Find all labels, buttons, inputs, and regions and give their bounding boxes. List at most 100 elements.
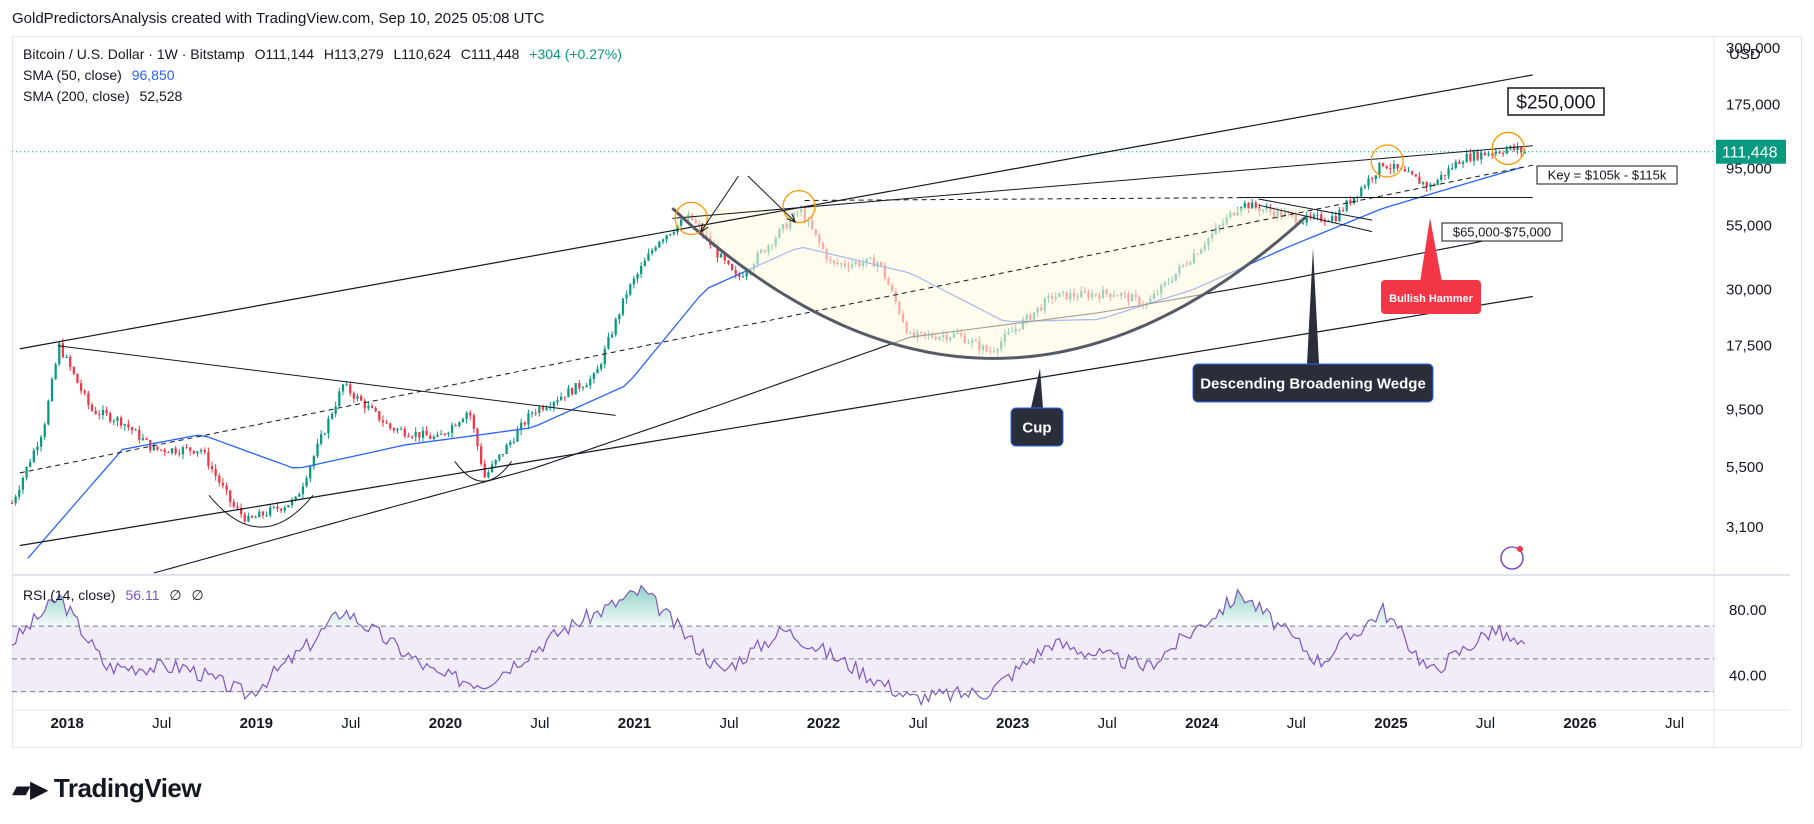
candle[interactable] — [1331, 211, 1334, 224]
candle[interactable] — [258, 508, 261, 518]
candle[interactable] — [589, 375, 592, 390]
candle[interactable] — [247, 512, 250, 523]
candle[interactable] — [454, 423, 457, 427]
candle[interactable] — [421, 426, 425, 442]
candle[interactable] — [520, 418, 523, 436]
candle[interactable] — [1312, 212, 1316, 221]
candle[interactable] — [1418, 172, 1421, 184]
candle[interactable] — [461, 417, 465, 423]
candle[interactable] — [396, 427, 399, 434]
key-zone-label[interactable]: Key = $105k - $115k — [1536, 165, 1678, 185]
candle[interactable] — [1483, 152, 1487, 156]
candle[interactable] — [50, 376, 54, 403]
candle[interactable] — [407, 432, 410, 438]
candle[interactable] — [156, 446, 159, 452]
candle[interactable] — [632, 275, 636, 289]
candle[interactable] — [490, 460, 494, 474]
candle[interactable] — [1512, 143, 1516, 153]
candle[interactable] — [509, 439, 512, 448]
candle[interactable] — [450, 422, 454, 439]
candle[interactable] — [1451, 163, 1454, 171]
candle[interactable] — [1367, 175, 1370, 190]
candle[interactable] — [610, 331, 614, 339]
candle[interactable] — [10, 500, 14, 505]
candle[interactable] — [607, 332, 610, 350]
wedge-callout[interactable]: Descending Broadening Wedge — [1192, 248, 1434, 403]
candle[interactable] — [21, 476, 25, 494]
candle[interactable] — [356, 393, 359, 402]
candle[interactable] — [25, 466, 28, 481]
candle[interactable] — [596, 365, 599, 374]
candle[interactable] — [79, 379, 83, 395]
candle[interactable] — [305, 475, 308, 488]
candle[interactable] — [312, 454, 315, 470]
candle[interactable] — [643, 257, 646, 267]
candle[interactable] — [130, 426, 134, 435]
candle[interactable] — [83, 389, 86, 396]
candle[interactable] — [1309, 212, 1312, 221]
candle[interactable] — [43, 422, 46, 441]
candle[interactable] — [1494, 148, 1497, 157]
candle[interactable] — [181, 445, 185, 460]
candle[interactable] — [327, 415, 330, 439]
candle[interactable] — [560, 392, 563, 401]
candle[interactable] — [116, 415, 119, 427]
candle[interactable] — [741, 272, 745, 278]
candle[interactable] — [1371, 176, 1374, 183]
tradingview-logo[interactable]: ▰▶ TradingView — [12, 773, 202, 804]
candle[interactable] — [647, 248, 650, 262]
candle[interactable] — [381, 415, 385, 428]
candle[interactable] — [1461, 160, 1465, 169]
candle[interactable] — [730, 263, 734, 271]
candle[interactable] — [196, 451, 199, 457]
candle[interactable] — [625, 290, 628, 304]
candle[interactable] — [1396, 163, 1399, 172]
candle[interactable] — [279, 508, 283, 514]
candle[interactable] — [1251, 198, 1254, 209]
candle[interactable] — [429, 432, 432, 440]
candle[interactable] — [309, 465, 312, 483]
candle[interactable] — [516, 426, 519, 443]
candle[interactable] — [61, 338, 65, 359]
candle[interactable] — [192, 450, 195, 455]
candle[interactable] — [1320, 211, 1323, 223]
candle[interactable] — [370, 403, 374, 409]
candle[interactable] — [1421, 181, 1425, 187]
candle[interactable] — [170, 447, 174, 456]
candle[interactable] — [669, 233, 672, 237]
candle[interactable] — [203, 447, 206, 455]
candle[interactable] — [570, 387, 574, 396]
candle[interactable] — [578, 380, 581, 392]
candle[interactable] — [654, 245, 657, 252]
candle[interactable] — [123, 423, 126, 432]
candle[interactable] — [145, 437, 148, 441]
candle[interactable] — [389, 422, 392, 431]
candle[interactable] — [400, 426, 403, 430]
candle[interactable] — [476, 427, 479, 451]
candle[interactable] — [1429, 182, 1432, 191]
candle[interactable] — [229, 490, 232, 508]
candle[interactable] — [1407, 166, 1410, 173]
candle[interactable] — [443, 433, 446, 437]
candle[interactable] — [367, 401, 370, 411]
candle[interactable] — [1440, 171, 1443, 183]
candle[interactable] — [385, 419, 388, 424]
candle[interactable] — [665, 234, 668, 244]
candle[interactable] — [1363, 183, 1366, 190]
candle[interactable] — [69, 354, 72, 371]
sma200-legend[interactable]: SMA (200, close) 52,528 — [23, 88, 182, 104]
candle[interactable] — [436, 431, 439, 438]
candle[interactable] — [552, 400, 556, 412]
candle[interactable] — [1411, 170, 1414, 176]
sma50-legend[interactable]: SMA (50, close) 96,850 — [23, 67, 175, 83]
candle[interactable] — [661, 238, 665, 245]
candle[interactable] — [614, 317, 617, 337]
candle[interactable] — [734, 265, 737, 279]
candle[interactable] — [505, 443, 508, 455]
candle[interactable] — [90, 402, 94, 413]
candle[interactable] — [261, 510, 265, 519]
candle[interactable] — [214, 464, 217, 481]
candle[interactable] — [1505, 145, 1508, 155]
candle[interactable] — [1323, 217, 1326, 226]
candle[interactable] — [316, 438, 319, 459]
